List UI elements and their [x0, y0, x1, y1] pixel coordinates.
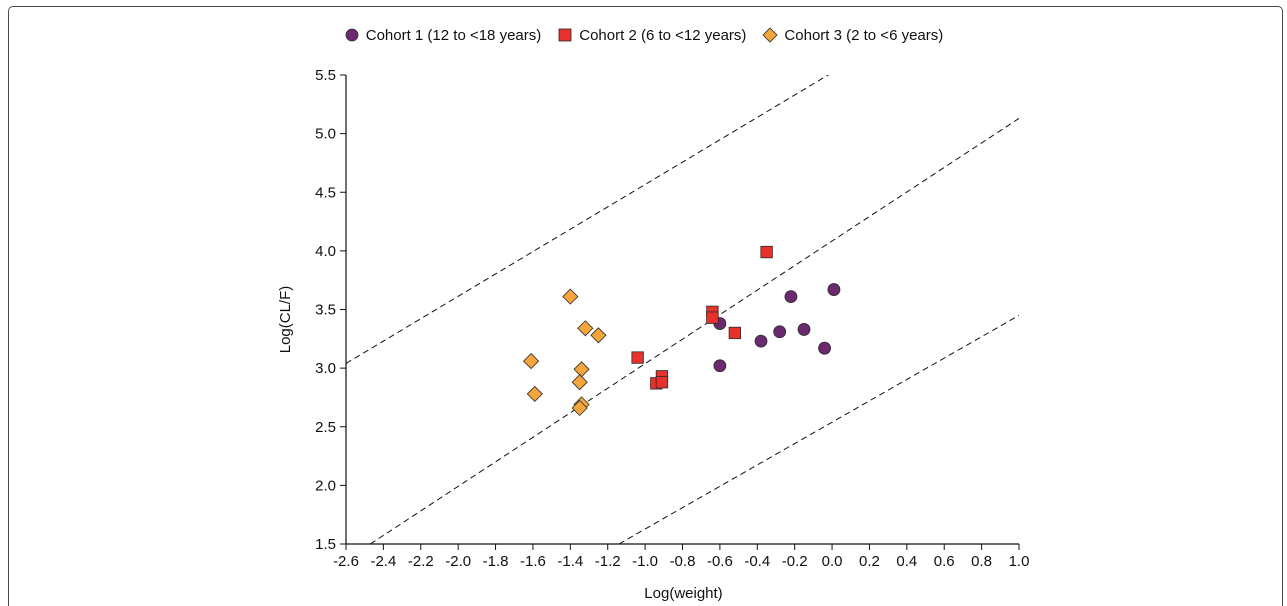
- x-tick-label: -2.4: [370, 553, 396, 570]
- point-circle-8: [827, 283, 841, 296]
- point-square-4: [655, 376, 669, 389]
- x-tick-label: -1.6: [520, 553, 546, 570]
- y-tick-label: 4.5: [315, 184, 336, 201]
- x-tick-label: -1.2: [595, 553, 621, 570]
- point-circle-4: [773, 325, 787, 339]
- y-axis-title: Log(CL/F): [277, 286, 294, 354]
- y-tick-label: 3.5: [315, 302, 336, 319]
- x-tick-label: -1.0: [632, 553, 658, 570]
- y-tick-label: 3.0: [315, 360, 336, 377]
- point-square-1: [631, 351, 644, 364]
- point-diamond-9: [571, 399, 588, 417]
- y-tick-label: 4.0: [315, 243, 336, 260]
- x-tick-label: 1.0: [1009, 553, 1030, 570]
- x-tick-label: -0.6: [707, 553, 733, 570]
- point-square-8: [760, 245, 773, 259]
- legend-item: Cohort 2 (6 to <12 years): [557, 27, 746, 44]
- point-square-6: [706, 311, 719, 324]
- point-circle-5: [784, 290, 798, 304]
- x-tick-label: -2.6: [333, 553, 359, 570]
- point-diamond-5: [590, 327, 607, 344]
- y-tick-label: 5.5: [315, 67, 336, 84]
- x-tick-label: -1.4: [557, 553, 583, 570]
- x-tick-label: -0.2: [782, 553, 808, 570]
- legend-label: Cohort 3 (2 to <6 years): [784, 26, 944, 44]
- legend-item: Cohort 3 (2 to <6 years): [762, 27, 943, 44]
- legend-label: Cohort 1 (12 to <18 years): [365, 26, 542, 44]
- point-diamond-7: [571, 374, 588, 391]
- x-tick-label: -0.4: [744, 553, 770, 570]
- point-circle-3: [754, 334, 768, 348]
- x-tick-label: 0.4: [896, 553, 917, 570]
- circle-marker-icon: [345, 28, 359, 42]
- x-tick-label: 0.6: [934, 553, 955, 570]
- x-tick-label: -0.8: [670, 553, 696, 570]
- y-tick-label: 5.0: [315, 126, 336, 143]
- point-diamond-3: [562, 288, 579, 305]
- reference-line-1: [346, 75, 830, 364]
- point-square-7: [728, 326, 741, 340]
- point-circle-2: [713, 359, 727, 373]
- square-marker-icon: [558, 28, 572, 42]
- point-diamond-6: [573, 361, 590, 378]
- point-diamond-4: [577, 320, 594, 337]
- y-tick-label: 2.0: [315, 477, 336, 494]
- x-tick-label: -2.2: [408, 553, 434, 570]
- chart-legend: Cohort 1 (12 to <18 years) Cohort 2 (6 to…: [0, 23, 1287, 47]
- legend-item: Cohort 1 (12 to <18 years): [344, 26, 542, 44]
- x-tick-label: -1.8: [483, 553, 509, 570]
- point-diamond-1: [523, 353, 540, 370]
- point-diamond-2: [526, 385, 543, 402]
- x-tick-label: -2.0: [445, 553, 471, 570]
- x-tick-label: 0.0: [822, 553, 843, 570]
- point-circle-6: [797, 323, 811, 336]
- point-circle-7: [818, 341, 831, 355]
- reference-line-3: [618, 314, 1019, 544]
- reference-line-2: [370, 117, 1019, 544]
- diamond-marker-icon: [762, 27, 778, 43]
- y-tick-label: 2.5: [315, 419, 336, 436]
- figure-frame: [8, 6, 1283, 606]
- x-tick-label: 0.2: [859, 553, 880, 570]
- x-tick-label: 0.8: [971, 553, 992, 570]
- legend-label: Cohort 2 (6 to <12 years): [579, 26, 747, 44]
- y-tick-label: 1.5: [315, 536, 336, 553]
- x-axis-title: Log(weight): [644, 585, 722, 601]
